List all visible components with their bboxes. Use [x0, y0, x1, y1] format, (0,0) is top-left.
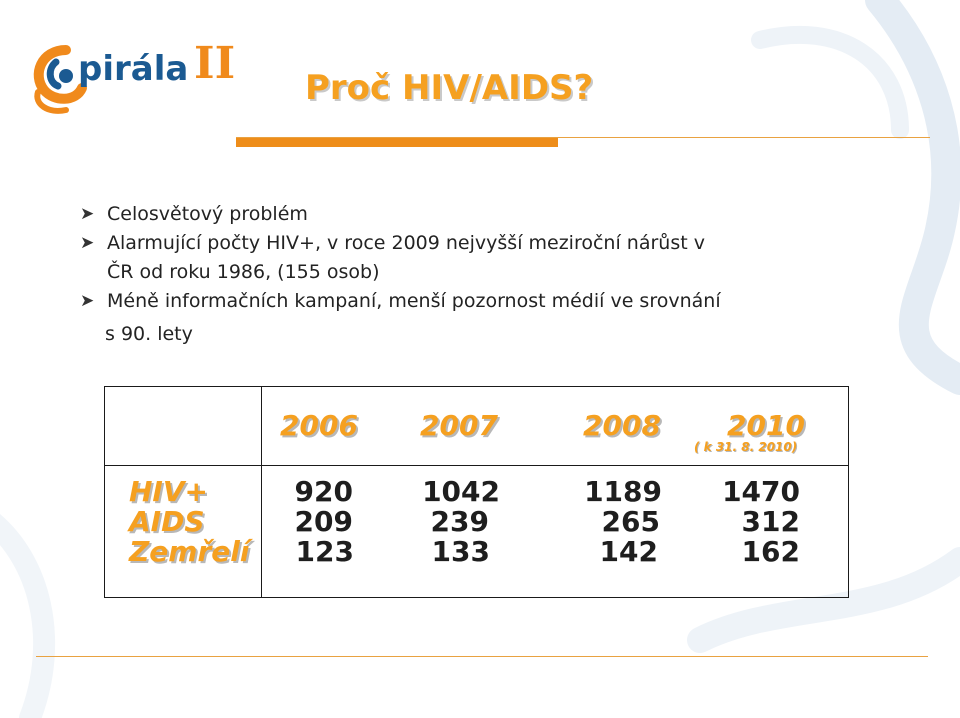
year-header: 2008	[583, 409, 661, 442]
year-header: 2010	[727, 409, 805, 442]
table-cell: 209	[294, 505, 353, 538]
table-cell: 162	[741, 535, 800, 568]
bullet-item: ➤ Méně informačních kampaní, menší pozor…	[80, 287, 900, 349]
year-header: 2006	[280, 409, 358, 442]
table-cell: 1470	[722, 475, 800, 508]
year-header: 2007	[420, 409, 498, 442]
arrow-bullet-icon: ➤	[80, 233, 95, 253]
table-cell: 920	[294, 475, 353, 508]
row-label-deaths: Zemřelí	[129, 535, 250, 568]
row-label-aids: AIDS	[129, 505, 205, 538]
footer-rule	[36, 656, 928, 657]
table-divider-horizontal	[105, 465, 848, 466]
table-cell: 265	[601, 505, 660, 538]
bullet-list: ➤ Celosvětový problém ➤ Alarmující počty…	[80, 200, 900, 349]
year-note: ( k 31. 8. 2010)	[694, 440, 798, 454]
page-title: Proč HIV/AIDS?	[305, 68, 594, 108]
title-underline	[236, 137, 930, 138]
table-cell: 312	[741, 505, 800, 538]
bullet-item: ➤ Celosvětový problém	[80, 200, 900, 229]
bullet-item: ➤ Alarmující počty HIV+, v roce 2009 nej…	[80, 229, 900, 287]
table-cell: 133	[431, 535, 490, 568]
title-accent-bar	[236, 138, 558, 147]
table-cell: 142	[599, 535, 658, 568]
statistics-table: 2006 2007 2008 2010 ( k 31. 8. 2010) HIV…	[104, 386, 849, 598]
table-cell: 239	[430, 505, 489, 538]
arrow-bullet-icon: ➤	[80, 204, 95, 224]
svg-text:II: II	[194, 38, 235, 89]
arrow-bullet-icon: ➤	[80, 291, 95, 311]
spirala-logo: pirála II	[26, 30, 246, 120]
row-label-hiv: HIV+	[129, 475, 208, 508]
svg-text:pirála: pirála	[78, 49, 188, 89]
table-cell: 1042	[422, 475, 500, 508]
table-cell: 1189	[584, 475, 662, 508]
table-cell: 123	[295, 535, 354, 568]
table-divider-vertical	[261, 387, 262, 597]
